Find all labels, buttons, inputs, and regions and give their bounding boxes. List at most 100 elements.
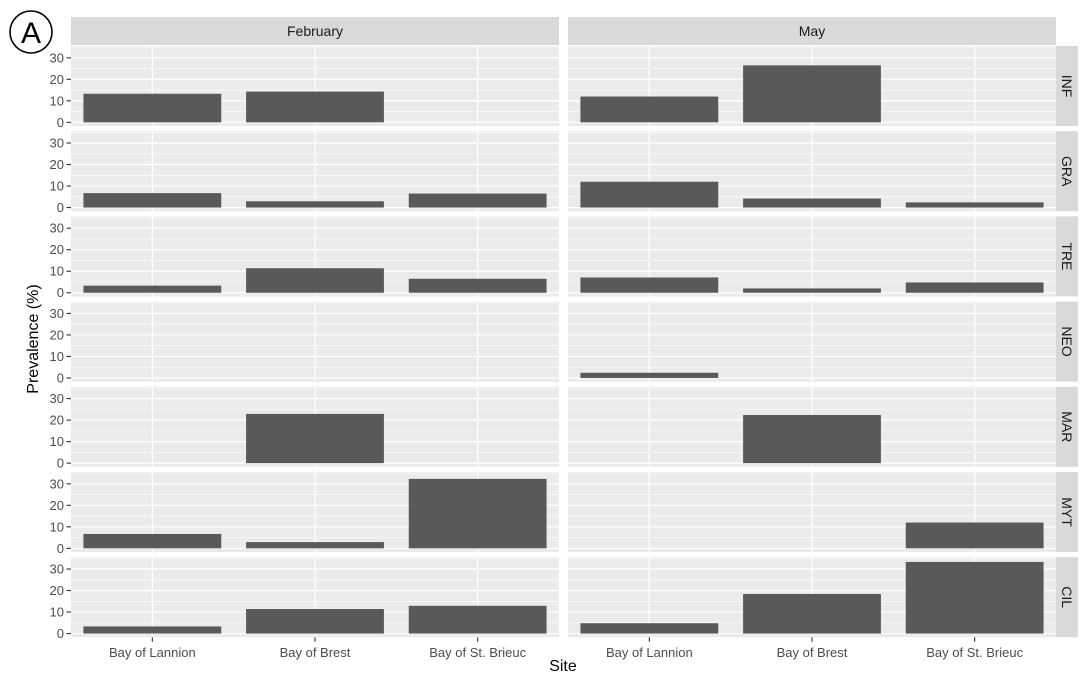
row-strip-label: MAR: [1059, 411, 1075, 442]
row-strip: [1056, 46, 1078, 126]
bar: [905, 202, 1044, 208]
row-strip-label: NEO: [1059, 326, 1075, 356]
column-strip-label: February: [287, 23, 343, 39]
facet-panel: [568, 301, 1056, 382]
y-tick-label: 20: [50, 413, 64, 428]
column-strip: [568, 17, 1056, 45]
bar: [743, 288, 881, 293]
panel-label-badge: A: [9, 10, 53, 54]
facet-panel: [568, 557, 1056, 638]
bar: [246, 268, 384, 293]
y-axis-title: Prevalence (%): [25, 284, 42, 393]
bar: [743, 414, 881, 464]
y-tick-label: 0: [57, 285, 64, 300]
facet-panel: [71, 46, 559, 126]
y-tick-label: 10: [50, 264, 64, 279]
facet-panel: [568, 131, 1056, 212]
bar: [83, 626, 222, 634]
panel-label-circle: [9, 10, 53, 54]
x-axes: Bay of Lannion Bay of Brest Bay of St. Bri…: [109, 637, 1024, 660]
bar: [580, 372, 719, 378]
row-strip: [1056, 131, 1078, 212]
facet-panel: [71, 131, 559, 212]
bar: [580, 277, 719, 293]
facet-panel: [71, 301, 559, 382]
bar: [580, 623, 719, 634]
facet-panel: [568, 46, 1056, 126]
bar: [83, 93, 222, 123]
bar: [246, 542, 384, 549]
y-tick-label: 10: [50, 605, 64, 620]
y-tick-label: 0: [57, 370, 64, 385]
bar: [408, 278, 547, 293]
y-tick-label: 20: [50, 327, 64, 342]
y-tick-label: 10: [50, 349, 64, 364]
y-tick-label: 10: [50, 519, 64, 534]
x-tick-label: Bay of St. Brieuc: [926, 645, 1023, 660]
bar: [83, 533, 222, 549]
facet-panel: [568, 216, 1056, 297]
bar: [246, 91, 384, 123]
x-tick-label: Bay of Brest: [777, 645, 848, 660]
facet-panel: [71, 472, 559, 552]
y-tick-label: 0: [57, 626, 64, 641]
y-tick-label: 20: [50, 72, 64, 87]
x-tick-label: Bay of Lannion: [109, 645, 196, 660]
y-tick-label: 10: [50, 93, 64, 108]
bar: [743, 198, 881, 208]
bar: [246, 413, 384, 464]
y-tick-label: 10: [50, 434, 64, 449]
bar: [83, 193, 222, 208]
row-strip: [1056, 472, 1078, 552]
row-strip: [1056, 557, 1078, 638]
bar: [743, 593, 881, 634]
y-tick-label: 0: [57, 115, 64, 130]
facet-panel: [568, 472, 1056, 552]
row-strip-label: TRE: [1059, 242, 1075, 270]
bar: [905, 522, 1044, 549]
x-axis-title: Site: [549, 658, 577, 675]
bar: [743, 65, 881, 123]
bar: [246, 609, 384, 634]
y-tick-label: 20: [50, 157, 64, 172]
row-strip-label: GRA: [1059, 156, 1075, 187]
bar: [246, 201, 384, 208]
x-tick-label: Bay of St. Brieuc: [429, 645, 526, 660]
y-tick-label: 0: [57, 541, 64, 556]
y-tick-label: 0: [57, 456, 64, 471]
column-strip-label: May: [799, 23, 825, 39]
y-tick-label: 30: [50, 221, 64, 236]
y-tick-label: 0: [57, 200, 64, 215]
bar: [408, 478, 547, 549]
bar: [905, 282, 1044, 293]
y-tick-label: 30: [50, 476, 64, 491]
y-tick-label: 20: [50, 242, 64, 257]
y-tick-label: 30: [50, 136, 64, 151]
facet-panel: [71, 386, 559, 467]
bar: [408, 605, 547, 634]
row-strip: [1056, 216, 1078, 297]
y-tick-label: 30: [50, 306, 64, 321]
bar: [580, 96, 719, 123]
facet-panel: [568, 386, 1056, 467]
y-tick-label: 10: [50, 179, 64, 194]
facet-panel: [71, 216, 559, 297]
bar: [408, 193, 547, 208]
panel-label-text: A: [21, 17, 41, 50]
y-tick-label: 30: [50, 562, 64, 577]
row-strip-label: CIL: [1059, 586, 1075, 608]
y-tick-label: 20: [50, 583, 64, 598]
x-tick-label: Bay of Lannion: [606, 645, 693, 660]
row-strip-label: INF: [1059, 75, 1075, 98]
y-tick-label: 30: [50, 50, 64, 65]
bar: [580, 181, 719, 208]
y-tick-label: 30: [50, 391, 64, 406]
row-strip: [1056, 301, 1078, 382]
y-tick-label: 20: [50, 498, 64, 513]
facet-panel: [71, 557, 559, 638]
row-strip-label: MYT: [1059, 497, 1075, 527]
row-strip: [1056, 386, 1078, 467]
x-tick-label: Bay of Brest: [280, 645, 351, 660]
y-axes: 0 10 20 30 0 10 20 30 0 10 20 30 0 10 20 30 0 10 20 30 0 10 20…: [50, 50, 71, 641]
